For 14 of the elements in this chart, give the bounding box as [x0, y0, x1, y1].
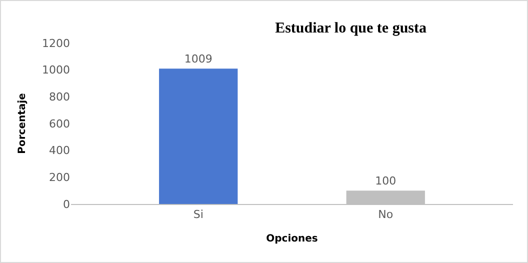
- y-tick-label: 800: [49, 90, 70, 104]
- y-tick-label: 200: [49, 171, 70, 184]
- y-tick-label: 0: [63, 198, 70, 211]
- y-tick-label: 400: [49, 144, 70, 158]
- data-label: 1009: [184, 52, 212, 66]
- x-axis-title: Opciones: [266, 234, 318, 245]
- chart-title: Estudiar lo que te gusta: [275, 20, 427, 36]
- data-label: 100: [375, 174, 396, 188]
- y-tick-label: 1200: [42, 36, 70, 50]
- y-axis-title: Porcentaje: [17, 92, 28, 154]
- x-tick-label: No: [378, 208, 394, 222]
- x-tick-label: Si: [193, 208, 204, 222]
- y-tick-label: 600: [49, 117, 70, 130]
- y-tick-label: 1000: [42, 64, 70, 77]
